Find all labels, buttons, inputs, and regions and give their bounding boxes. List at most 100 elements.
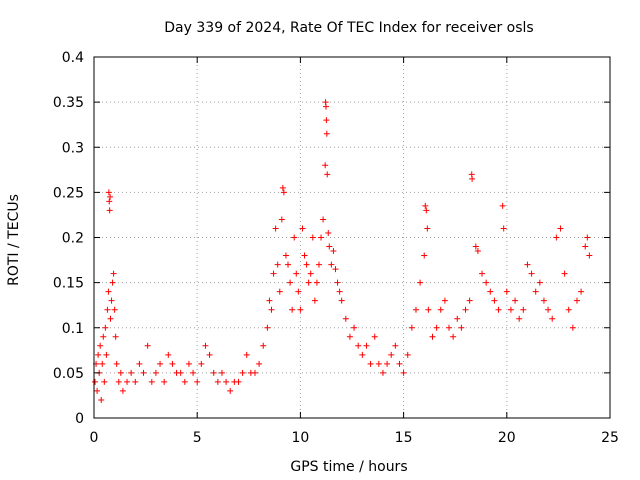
data-point bbox=[194, 378, 201, 385]
data-point bbox=[549, 315, 556, 322]
data-point bbox=[260, 342, 267, 349]
data-point bbox=[437, 306, 444, 313]
data-point bbox=[268, 306, 275, 313]
data-point bbox=[332, 266, 339, 273]
data-point bbox=[359, 351, 366, 358]
data-point bbox=[421, 252, 428, 259]
data-point bbox=[417, 279, 424, 286]
data-point bbox=[278, 216, 285, 223]
data-point bbox=[500, 225, 507, 232]
data-point bbox=[483, 279, 490, 286]
data-point bbox=[109, 279, 116, 286]
data-point bbox=[454, 315, 461, 322]
data-point bbox=[479, 270, 486, 277]
data-point bbox=[325, 229, 332, 236]
data-point bbox=[557, 225, 564, 232]
data-point bbox=[185, 360, 192, 367]
data-point bbox=[495, 306, 502, 313]
data-point bbox=[111, 306, 118, 313]
data-point bbox=[99, 360, 106, 367]
data-point bbox=[279, 184, 286, 191]
data-point bbox=[458, 324, 465, 331]
data-point bbox=[326, 243, 333, 250]
data-point bbox=[491, 297, 498, 304]
data-point bbox=[423, 207, 430, 214]
y-tick-label: 0.2 bbox=[62, 231, 84, 247]
data-point bbox=[107, 193, 114, 200]
data-point bbox=[507, 306, 514, 313]
data-point bbox=[584, 234, 591, 241]
data-point bbox=[102, 324, 109, 331]
y-tick-label: 0.3 bbox=[62, 140, 84, 156]
data-point bbox=[101, 378, 108, 385]
data-point bbox=[324, 171, 331, 178]
data-point bbox=[293, 270, 300, 277]
data-point bbox=[157, 360, 164, 367]
data-point bbox=[239, 369, 246, 376]
data-point bbox=[375, 360, 382, 367]
data-point bbox=[289, 306, 296, 313]
data-point bbox=[351, 324, 358, 331]
data-point bbox=[330, 248, 337, 255]
data-point bbox=[148, 378, 155, 385]
data-point bbox=[297, 306, 304, 313]
data-point bbox=[115, 378, 122, 385]
data-point bbox=[400, 369, 407, 376]
x-tick-label: 15 bbox=[395, 430, 413, 446]
y-tick-label: 0.25 bbox=[53, 185, 84, 201]
data-point bbox=[524, 261, 531, 268]
y-tick-label: 0.05 bbox=[53, 366, 84, 382]
data-point bbox=[251, 369, 258, 376]
data-point bbox=[108, 297, 115, 304]
data-point bbox=[328, 261, 335, 268]
x-tick-label: 10 bbox=[291, 430, 309, 446]
data-point bbox=[307, 270, 314, 277]
data-point bbox=[276, 288, 283, 295]
data-point bbox=[311, 297, 318, 304]
data-point bbox=[264, 324, 271, 331]
data-point bbox=[103, 351, 110, 358]
data-point bbox=[561, 270, 568, 277]
data-point bbox=[132, 378, 139, 385]
x-tick-label: 20 bbox=[498, 430, 516, 446]
data-point bbox=[285, 261, 292, 268]
data-point bbox=[291, 234, 298, 241]
data-point bbox=[202, 342, 209, 349]
data-point bbox=[206, 351, 213, 358]
data-point bbox=[303, 261, 310, 268]
data-point bbox=[487, 288, 494, 295]
data-point bbox=[422, 202, 429, 209]
data-point bbox=[181, 378, 188, 385]
data-point bbox=[301, 252, 308, 259]
data-point bbox=[113, 360, 120, 367]
y-tick-label: 0.4 bbox=[62, 50, 84, 66]
data-point bbox=[536, 279, 543, 286]
data-point bbox=[408, 324, 415, 331]
data-point bbox=[384, 360, 391, 367]
data-point bbox=[545, 306, 552, 313]
data-point bbox=[256, 360, 263, 367]
data-point bbox=[425, 306, 432, 313]
y-axis-label: ROTI / TECUs bbox=[6, 194, 22, 286]
grid-lines bbox=[94, 57, 610, 418]
data-point bbox=[97, 342, 104, 349]
data-point bbox=[336, 288, 343, 295]
data-point bbox=[346, 333, 353, 340]
data-point bbox=[388, 351, 395, 358]
data-points bbox=[92, 99, 593, 403]
data-point bbox=[270, 270, 277, 277]
data-point bbox=[287, 279, 294, 286]
data-point bbox=[282, 252, 289, 259]
data-point bbox=[274, 261, 281, 268]
chart-title: Day 339 of 2024, Rate Of TEC Index for r… bbox=[164, 20, 533, 36]
data-point bbox=[469, 175, 476, 182]
data-point bbox=[474, 248, 481, 255]
data-point bbox=[309, 234, 316, 241]
data-point bbox=[528, 270, 535, 277]
data-point bbox=[355, 342, 362, 349]
data-point bbox=[371, 333, 378, 340]
data-point bbox=[404, 351, 411, 358]
data-point bbox=[516, 315, 523, 322]
data-point bbox=[441, 297, 448, 304]
data-point bbox=[392, 342, 399, 349]
